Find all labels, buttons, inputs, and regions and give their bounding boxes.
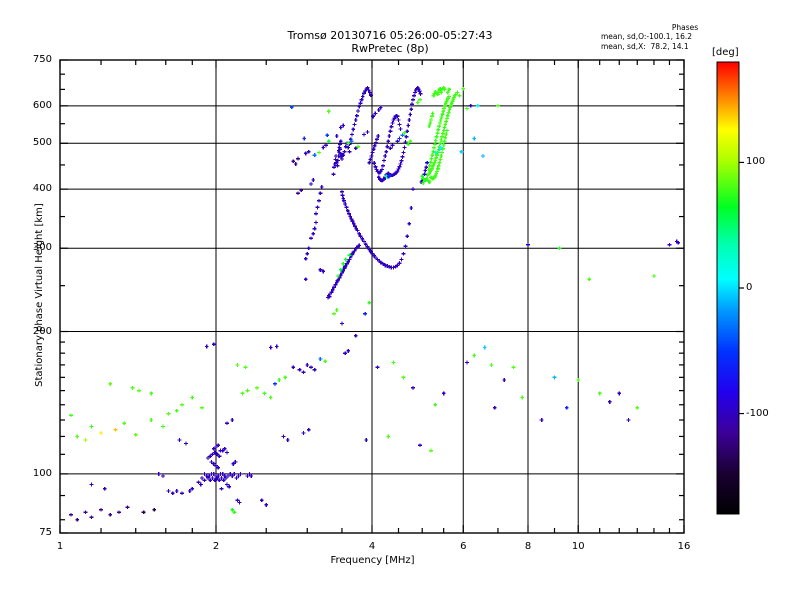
plot-title-line2: RwPretec (8p): [351, 42, 429, 55]
y-tick-label: 600: [32, 99, 52, 111]
x-tick-label: 4: [368, 541, 376, 552]
phases-annotation-x-mode: mean, sd,X: 78.2, 14.1: [601, 42, 689, 51]
y-tick-labels: 75 100 200 300 400 500 600 750: [0, 0, 60, 600]
colorbar-unit-label: [deg]: [712, 47, 739, 58]
x-tick-label: 2: [212, 541, 220, 552]
series-0: [196, 443, 254, 515]
x-axis-label: Frequency [MHz]: [330, 555, 415, 566]
series-1: [331, 85, 423, 270]
data-points-group: [69, 85, 681, 522]
plot-title-line1: Tromsø 20130716 05:26:00-05:27:43: [287, 29, 493, 42]
series-4: [69, 86, 681, 522]
phases-annotation-o-mode: mean, sd,O:-100.1, 16.2: [601, 32, 693, 41]
x-tick-label: 16: [677, 541, 691, 552]
y-tick-label: 500: [32, 137, 52, 149]
colorbar-tick-label: -100: [746, 407, 769, 419]
y-tick-label: 750: [32, 54, 52, 65]
y-tick-label: 300: [32, 242, 52, 254]
plot-frame: [59, 59, 685, 534]
y-tick-label: 400: [32, 183, 52, 195]
x-tick-label: 10: [571, 541, 585, 552]
x-tick-label: 6: [460, 541, 467, 552]
y-tick-label: 200: [32, 325, 52, 337]
plot-axis-ticks: [59, 59, 685, 534]
colorbar-tick-label: 0: [746, 282, 753, 293]
phases-annotation-header: Phases: [671, 23, 699, 32]
x-tick-label: 8: [524, 541, 532, 552]
series-2: [326, 243, 362, 316]
colorbar-tick-label: 100: [746, 156, 766, 168]
x-tick-label: 1: [56, 541, 64, 552]
series-3: [419, 85, 458, 185]
y-tick-label: 100: [32, 467, 52, 479]
colorbar-ticks: [739, 161, 744, 415]
plot-gridlines: [60, 60, 684, 533]
y-tick-label: 75: [39, 527, 52, 538]
